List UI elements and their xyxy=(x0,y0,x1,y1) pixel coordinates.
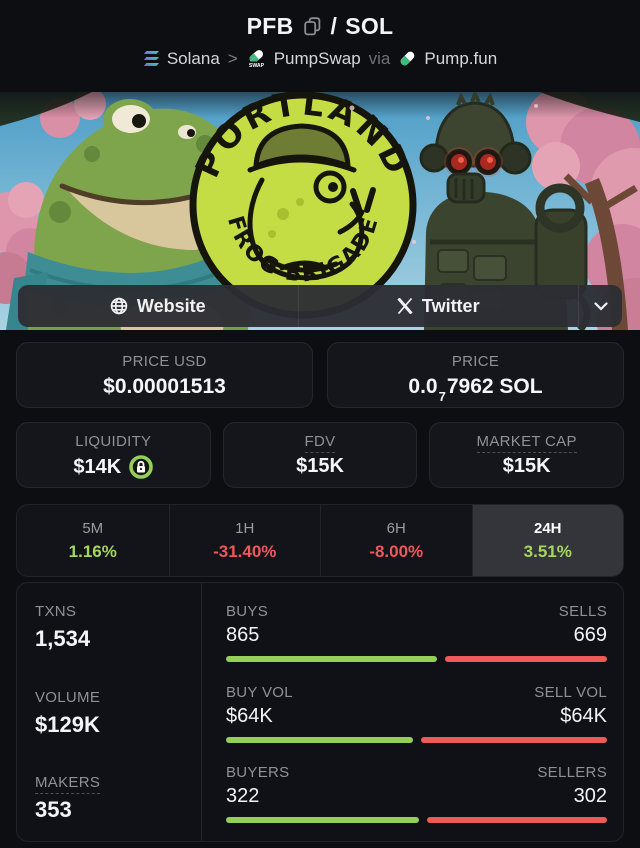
change-24h: 3.51% xyxy=(523,541,572,561)
buys-sells-row: BUYS SELLS 865 669 xyxy=(226,603,607,662)
change-6h: -8.00% xyxy=(369,541,424,561)
makers-label: MAKERS xyxy=(35,774,201,794)
timeframe-tab-6h[interactable]: 6H -8.00% xyxy=(320,505,472,576)
buyers-value: 322 xyxy=(226,785,260,807)
timeframe-tab-1h[interactable]: 1H -31.40% xyxy=(168,505,321,576)
change-5m: 1.16% xyxy=(68,541,117,561)
metric-cards-row: LIQUIDITY $14K FDV $15K xyxy=(16,422,624,488)
buy-vol-value: $64K xyxy=(226,704,273,727)
sellers-label: SELLERS xyxy=(537,764,607,781)
base-token-symbol: PFB xyxy=(246,13,294,39)
price-native-value: 0.077962 SOL xyxy=(408,375,543,405)
stats-content: PRICE USD $0.00001513 PRICE 0.077962 SOL… xyxy=(0,342,640,842)
twitter-button[interactable]: Twitter xyxy=(297,285,579,327)
chevron-down-icon xyxy=(593,301,608,311)
token-banner-image: PORTLAND FROG BRIGADE xyxy=(0,92,640,330)
chain-breadcrumb: Solana > SWAP PumpSwap xyxy=(0,48,640,69)
launchpad-link[interactable]: Pump.fun xyxy=(398,49,497,69)
twitter-button-label: Twitter xyxy=(421,295,480,316)
change-1h: -31.40% xyxy=(213,541,277,561)
sells-bar-segment xyxy=(444,656,607,662)
pumpswap-icon: SWAP xyxy=(246,48,267,69)
timeframe-tab-5m[interactable]: 5M 1.16% xyxy=(68,519,117,561)
sellers-bar-segment xyxy=(426,817,607,823)
market-cap-value: $15K xyxy=(502,455,551,477)
buy-vol-label: BUY VOL xyxy=(226,683,293,701)
quote-token-symbol: SOL xyxy=(345,13,394,39)
pair-separator: / xyxy=(330,13,338,39)
price-cards-row: PRICE USD $0.00001513 PRICE 0.077962 SOL xyxy=(16,342,624,408)
solana-icon xyxy=(143,51,160,66)
buys-value: 865 xyxy=(226,624,260,646)
network-label: Solana xyxy=(166,48,220,68)
txns-value: 1,534 xyxy=(35,626,91,651)
stats-left-column: TXNS 1,534 VOLUME $129K MAKERS 353 xyxy=(17,583,201,841)
buyers-sellers-row: BUYERS SELLERS 322 302 xyxy=(226,764,607,823)
pumpfun-icon xyxy=(398,49,417,68)
sells-value: 669 xyxy=(573,624,607,646)
buyers-sellers-bar xyxy=(226,817,607,823)
website-button-label: Website xyxy=(136,295,206,316)
liquidity-label: LIQUIDITY xyxy=(75,433,152,450)
via-label: via xyxy=(368,48,391,68)
copy-address-icon[interactable] xyxy=(303,17,321,36)
liquidity-value: $14K xyxy=(17,455,210,479)
buys-sells-bar xyxy=(226,656,607,662)
dex-label: PumpSwap xyxy=(273,48,361,68)
volume-group: VOLUME $129K xyxy=(35,689,201,738)
market-cap-card: MARKET CAP $15K xyxy=(429,422,624,488)
network-link[interactable]: Solana xyxy=(143,49,220,69)
buyers-bar-segment xyxy=(226,817,419,823)
sells-label: SELLS xyxy=(558,603,607,620)
liquidity-card: LIQUIDITY $14K xyxy=(16,422,211,488)
sell-vol-value: $64K xyxy=(560,704,607,727)
buys-bar-segment xyxy=(226,656,437,662)
buy-vol-bar-segment xyxy=(226,736,413,743)
sell-vol-bar-segment xyxy=(420,736,607,743)
txns-label: TXNS xyxy=(35,603,77,620)
price-usd-label: PRICE USD xyxy=(122,353,207,370)
fdv-card: FDV $15K xyxy=(222,422,418,488)
volume-label: VOLUME xyxy=(35,688,101,706)
dex-link[interactable]: SWAP PumpSwap xyxy=(246,48,361,69)
price-native-card: PRICE 0.077962 SOL xyxy=(327,342,624,408)
txns-group: TXNS 1,534 xyxy=(35,603,201,652)
stats-right-column: BUYS SELLS 865 669 BUY VOL SEL xyxy=(201,583,623,841)
fdv-label: FDV xyxy=(224,433,417,453)
volume-value: $129K xyxy=(35,711,100,737)
timeframe-tab-24h[interactable]: 24H 3.51% xyxy=(471,505,623,576)
social-links-bar: Website Twitter xyxy=(18,285,622,327)
launchpad-label: Pump.fun xyxy=(424,48,498,68)
buys-label: BUYS xyxy=(226,603,269,620)
liquidity-lock-icon[interactable] xyxy=(129,455,154,479)
timeframe-tabs: 5M 1.16% 1H -31.40% 6H -8.00% 24H 3.51% xyxy=(16,504,624,577)
makers-group: MAKERS 353 xyxy=(35,774,201,823)
price-usd-value: $0.00001513 xyxy=(103,375,226,398)
breadcrumb-arrow: > xyxy=(227,48,238,68)
portland-frog-brigade-logo: PORTLAND FROG BRIGADE xyxy=(187,92,417,319)
website-button[interactable]: Website xyxy=(18,285,298,327)
more-links-button[interactable] xyxy=(578,285,622,327)
market-cap-label: MARKET CAP xyxy=(430,433,623,453)
petal-dots xyxy=(349,104,538,244)
buy-sell-vol-bar xyxy=(226,736,607,743)
price-usd-card: PRICE USD $0.00001513 xyxy=(16,342,313,408)
fdv-value: $15K xyxy=(296,455,344,477)
pair-title: PFB / SOL xyxy=(0,13,640,40)
globe-icon xyxy=(110,297,128,315)
x-twitter-icon xyxy=(397,298,413,314)
sellers-value: 302 xyxy=(573,785,607,807)
page-header: PFB / SOL xyxy=(0,0,640,88)
svg-text:SWAP: SWAP xyxy=(249,63,265,69)
buy-sell-vol-row: BUY VOL SELL VOL $64K $64K xyxy=(226,684,607,743)
buyers-label: BUYERS xyxy=(226,764,290,781)
activity-stats-panel: TXNS 1,534 VOLUME $129K MAKERS 353 BUYS … xyxy=(16,582,624,842)
price-native-label: PRICE xyxy=(451,353,500,370)
sell-vol-label: SELL VOL xyxy=(534,683,607,701)
makers-value: 353 xyxy=(35,797,72,822)
